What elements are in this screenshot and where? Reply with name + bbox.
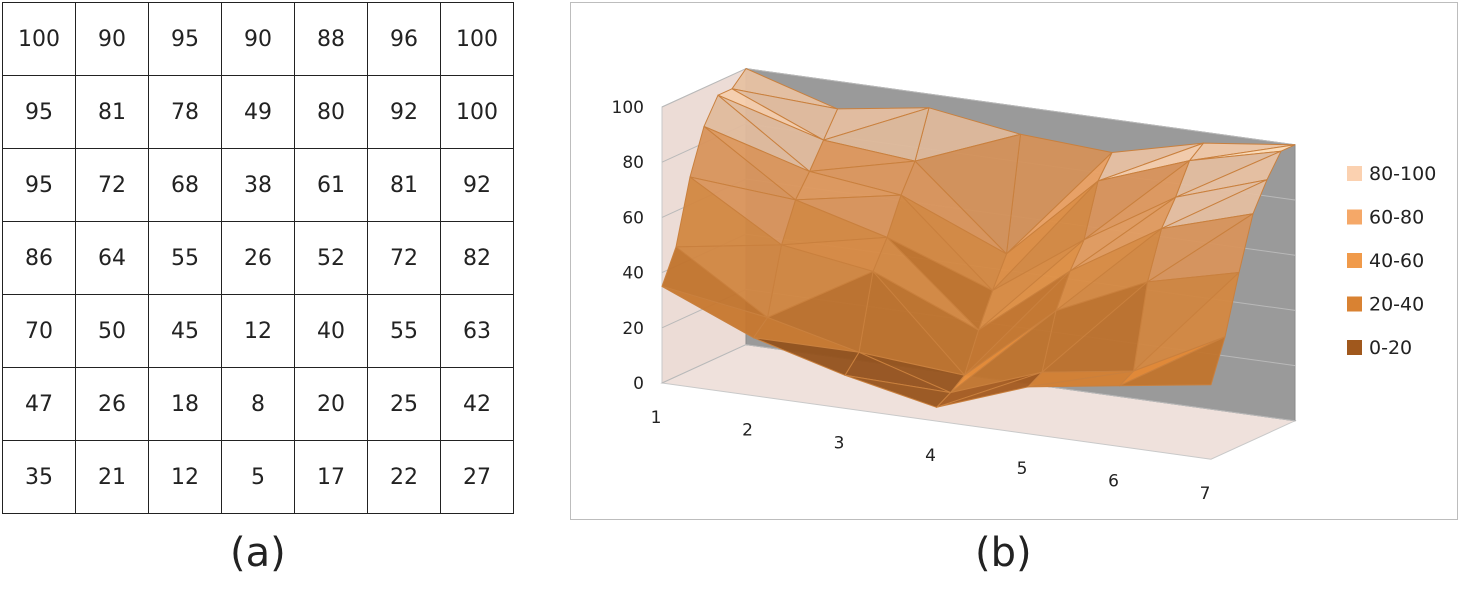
table-cell: 96	[367, 2, 441, 76]
legend-swatch	[1347, 296, 1362, 312]
x-tick-label: 1	[651, 408, 662, 428]
table-cell: 100	[440, 75, 514, 149]
table-row: 70 50 45 12 40 55 63	[2, 294, 514, 368]
table-cell: 55	[367, 294, 441, 368]
z-tick-label: 40	[622, 264, 644, 284]
table-cell: 64	[75, 221, 149, 295]
surface-chart-frame	[570, 2, 1458, 520]
z-tick-label: 20	[622, 319, 644, 339]
x-tick-label: 2	[742, 421, 753, 441]
table-cell: 52	[294, 221, 368, 295]
table-cell: 49	[221, 75, 295, 149]
table-cell: 95	[2, 75, 76, 149]
legend-swatch	[1347, 166, 1362, 181]
legend-label: 80-100	[1369, 163, 1436, 185]
table-cell: 90	[75, 2, 149, 76]
table-cell: 27	[440, 440, 514, 514]
surface-facet	[844, 374, 951, 408]
legend-label: 40-60	[1369, 250, 1424, 272]
table-cell: 5	[221, 440, 295, 514]
table-cell: 42	[440, 367, 514, 441]
table-cell: 25	[367, 367, 441, 441]
surface-facet	[1027, 370, 1134, 388]
x-tick-label: 5	[1017, 459, 1028, 479]
table-cell: 72	[75, 148, 149, 222]
legend-label: 20-40	[1369, 294, 1424, 316]
table-row: 47 26 18 8 20 25 42	[2, 367, 514, 441]
table-cell: 35	[2, 440, 76, 514]
surface-facet	[753, 337, 860, 376]
z-tick-label: 60	[622, 208, 644, 228]
caption-b: (b)	[975, 530, 1032, 576]
table-cell: 47	[2, 367, 76, 441]
legend-label: 60-80	[1369, 207, 1424, 229]
table-cell: 8	[221, 367, 295, 441]
table-row: 95 72 68 38 61 81 92	[2, 148, 514, 222]
x-tick-label: 6	[1108, 472, 1119, 492]
table-cell: 26	[75, 367, 149, 441]
x-tick-label: 3	[834, 433, 845, 453]
legend-swatch	[1347, 340, 1362, 355]
table-cell: 72	[367, 221, 441, 295]
table-cell: 70	[2, 294, 76, 368]
table-cell: 38	[221, 148, 295, 222]
chart-ticks: 0 20 40 60 80 100 1 2 3 4 5 6 7	[612, 98, 1211, 504]
chart-legend: 80-100 60-80 40-60 20-40 0-20	[1347, 163, 1436, 359]
table-cell: 63	[440, 294, 514, 368]
z-tick-label: 0	[633, 374, 644, 394]
z-tick-label: 80	[622, 153, 644, 173]
x-tick-label: 7	[1200, 484, 1211, 504]
table-cell: 92	[440, 148, 514, 222]
table-cell: 81	[367, 148, 441, 222]
table-cell: 100	[2, 2, 76, 76]
table-cell: 92	[367, 75, 441, 149]
table-cell: 80	[294, 75, 368, 149]
x-tick-label: 4	[925, 446, 936, 466]
z-gridline	[661, 344, 1296, 422]
legend-swatch	[1347, 253, 1362, 268]
value-grid-table: 100 90 95 90 88 96 100 95 81 78 49 80 92 100 95 72 68 38 6…	[2, 2, 514, 514]
z-tick-label: 100	[612, 98, 644, 118]
table-cell: 17	[294, 440, 368, 514]
caption-a: (a)	[230, 530, 286, 576]
table-cell: 12	[148, 440, 222, 514]
table-row: 35 21 12 5 17 22 27	[2, 440, 514, 514]
legend-swatch	[1347, 209, 1362, 225]
table-cell: 26	[221, 221, 295, 295]
table-row: 95 81 78 49 80 92 100	[2, 75, 514, 149]
table-row: 86 64 55 26 52 72 82	[2, 221, 514, 295]
surface-mesh	[661, 68, 1296, 408]
table-cell: 82	[440, 221, 514, 295]
surface-facet	[1119, 336, 1226, 387]
table-cell: 22	[367, 440, 441, 514]
table-cell: 68	[148, 148, 222, 222]
surface-facet	[936, 371, 1043, 408]
table-cell: 95	[148, 2, 222, 76]
table-cell: 78	[148, 75, 222, 149]
surface-facet	[661, 285, 768, 339]
table-cell: 21	[75, 440, 149, 514]
table-cell: 12	[221, 294, 295, 368]
table-cell: 81	[75, 75, 149, 149]
table-cell: 20	[294, 367, 368, 441]
table-cell: 40	[294, 294, 368, 368]
legend-label: 0-20	[1369, 337, 1412, 359]
